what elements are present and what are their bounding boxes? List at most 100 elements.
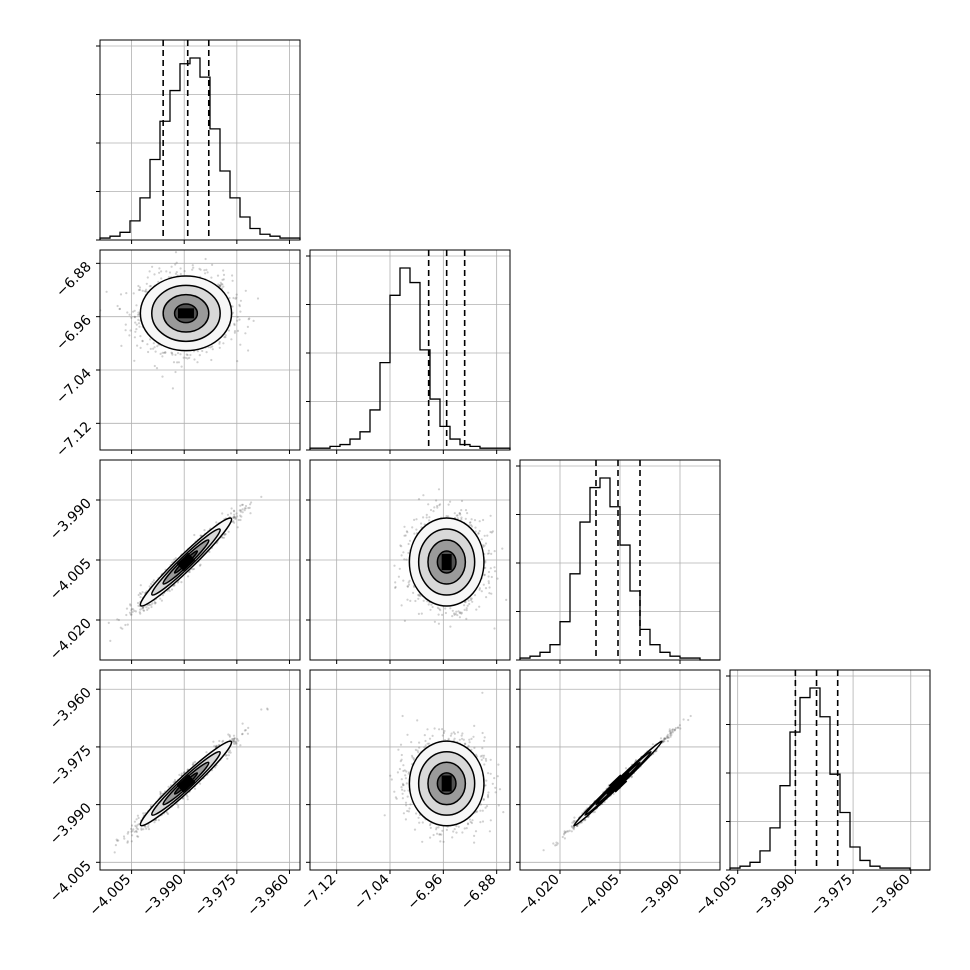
sample-point	[490, 575, 493, 579]
sample-point	[406, 598, 409, 601]
sample-point	[484, 542, 488, 545]
sample-point	[148, 603, 151, 607]
sample-point	[241, 511, 244, 514]
sample-point	[399, 544, 402, 547]
sample-point	[135, 827, 138, 830]
sample-point	[208, 550, 211, 554]
sample-point	[218, 284, 221, 288]
sample-point	[458, 616, 461, 619]
sample-point	[204, 272, 207, 275]
sample-point	[191, 268, 194, 271]
sample-point	[138, 325, 141, 328]
sample-point	[414, 599, 417, 603]
sample-point	[178, 773, 181, 777]
sample-point	[150, 603, 153, 606]
sample-point	[436, 506, 439, 509]
sample-point	[109, 639, 112, 643]
sample-point	[188, 356, 191, 359]
sample-point	[155, 367, 159, 370]
sample-point	[137, 835, 140, 838]
sample-point	[247, 349, 250, 352]
sample-point	[468, 602, 471, 606]
sample-point	[149, 347, 152, 350]
sample-point	[408, 539, 412, 542]
sample-point	[490, 592, 493, 595]
sample-point	[246, 325, 249, 328]
sample-point	[139, 612, 142, 615]
sample-point	[400, 554, 403, 557]
sample-point	[413, 532, 416, 535]
sample-point	[175, 271, 178, 274]
sample-point	[487, 580, 490, 583]
contour-line	[427, 539, 467, 585]
sample-point	[139, 346, 142, 349]
sample-point	[211, 263, 214, 266]
sample-point	[186, 357, 189, 360]
sample-point	[121, 627, 124, 630]
sample-point	[170, 351, 173, 354]
sample-point	[215, 521, 218, 524]
sample-point	[216, 744, 219, 747]
sample-point	[135, 818, 138, 821]
sample-point	[433, 620, 436, 623]
sample-point	[192, 266, 195, 269]
sample-point	[233, 739, 236, 742]
sample-point	[199, 268, 202, 271]
sample-point	[487, 552, 491, 555]
sample-point	[151, 581, 154, 584]
sample-point	[130, 316, 133, 319]
sample-point	[145, 282, 148, 285]
sample-point	[129, 329, 132, 332]
sample-point	[133, 316, 137, 319]
sample-point	[150, 605, 153, 609]
sample-point	[183, 771, 186, 774]
sample-point	[141, 340, 144, 343]
sample-point	[231, 279, 234, 282]
sample-point	[161, 375, 164, 378]
sample-point	[460, 516, 463, 519]
sample-point	[139, 608, 142, 611]
sample-point	[126, 832, 129, 835]
sample-point	[470, 597, 473, 600]
sample-point	[420, 522, 423, 525]
hist-panel-1	[306, 249, 511, 454]
sample-point	[488, 592, 491, 595]
sample-point	[403, 534, 406, 537]
sample-point	[218, 342, 221, 345]
sample-point	[405, 530, 408, 533]
sample-point	[137, 816, 140, 820]
sample-point	[484, 561, 487, 564]
panel-frame	[99, 459, 301, 661]
sample-point	[235, 293, 238, 296]
sample-point	[118, 307, 121, 311]
sample-point	[417, 597, 420, 600]
sample-point	[234, 516, 237, 519]
sample-point	[135, 323, 138, 326]
sample-point	[196, 350, 199, 353]
sample-point	[152, 342, 155, 345]
sample-point	[139, 592, 143, 596]
sample-point	[464, 517, 467, 521]
sample-point	[135, 328, 138, 331]
sample-point	[487, 575, 490, 578]
sample-point	[183, 270, 186, 273]
sample-point	[239, 518, 242, 522]
sample-point	[432, 510, 435, 513]
sample-point	[227, 329, 231, 332]
sample-point	[405, 558, 408, 561]
sample-point	[132, 608, 135, 611]
sample-point	[393, 564, 396, 567]
sample-point	[243, 507, 246, 510]
contour-line	[408, 517, 485, 607]
sample-point	[236, 526, 239, 529]
sample-point	[130, 830, 133, 833]
sample-point	[168, 271, 172, 274]
sample-point	[133, 830, 136, 833]
sample-point	[429, 608, 432, 611]
sample-point	[196, 361, 199, 364]
sample-point	[465, 609, 468, 612]
sample-point	[180, 365, 183, 368]
sample-point	[105, 290, 108, 293]
sample-point	[152, 579, 155, 582]
